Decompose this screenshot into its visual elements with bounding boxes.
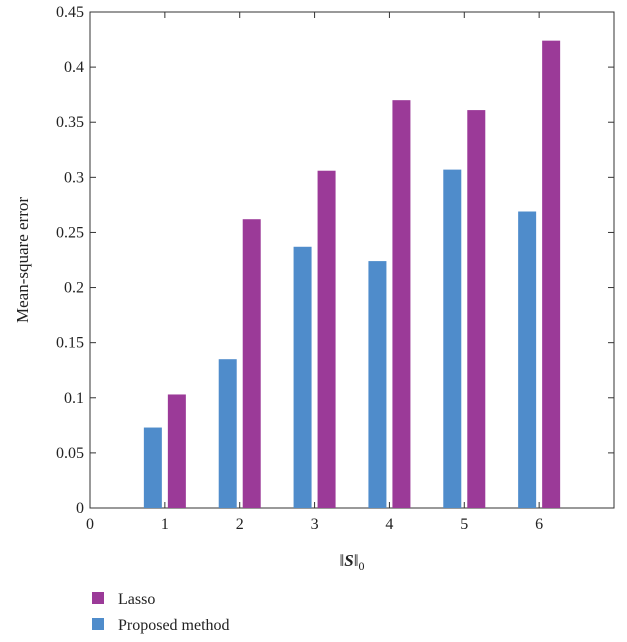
legend-label: Proposed method (118, 617, 230, 634)
y-tick-label: 0.05 (56, 445, 84, 462)
bar-proposed-method (218, 359, 237, 508)
bar-lasso (392, 100, 411, 508)
x-tick-label: 2 (236, 516, 244, 533)
y-tick-label: 0.4 (64, 59, 84, 76)
bar-lasso (467, 110, 486, 508)
legend-swatch (92, 618, 104, 630)
y-tick-label: 0.3 (64, 169, 84, 186)
y-tick-label: 0.45 (56, 4, 84, 21)
y-axis: 0 0.05 0.1 0.15 0.2 0.25 0.3 0.35 0.4 0.45 (56, 4, 614, 517)
x-tick-label: 3 (311, 516, 319, 533)
legend: Lasso Proposed method (92, 591, 230, 634)
bar-proposed-method (293, 246, 312, 509)
x-axis-title-open: ‖ (339, 551, 344, 570)
x-tick-label: 0 (86, 516, 94, 533)
bar-proposed-method (143, 427, 162, 508)
x-axis-title-sub: 0 (359, 559, 365, 573)
plot-frame (89, 11, 615, 509)
bar-proposed-method (518, 211, 537, 508)
x-tick-label: 6 (535, 516, 543, 533)
y-tick-label: 0.15 (56, 335, 84, 352)
legend-label: Lasso (118, 591, 155, 608)
bar-proposed-method (443, 169, 462, 508)
x-tick-label: 4 (385, 516, 393, 533)
legend-swatch (92, 592, 104, 604)
x-axis: 0 1 2 3 4 5 6 (86, 12, 543, 533)
bar-lasso (317, 170, 336, 508)
x-axis-title: ‖S‖0 (339, 551, 364, 573)
bar-lasso (542, 40, 561, 508)
y-tick-label: 0.35 (56, 114, 84, 131)
bar-lasso (242, 219, 261, 508)
y-axis-title: Mean-square error (13, 197, 32, 323)
bars-group (143, 40, 561, 509)
y-tick-label: 0.25 (56, 224, 84, 241)
x-axis-title-var: S (344, 551, 353, 570)
bar-lasso (167, 394, 186, 508)
y-tick-label: 0.1 (64, 390, 84, 407)
x-axis-title-close: ‖ (354, 551, 359, 570)
x-tick-label: 1 (161, 516, 169, 533)
x-tick-label: 5 (460, 516, 468, 533)
bar-proposed-method (368, 261, 387, 508)
y-tick-label: 0 (76, 500, 84, 517)
y-tick-label: 0.2 (64, 280, 84, 297)
